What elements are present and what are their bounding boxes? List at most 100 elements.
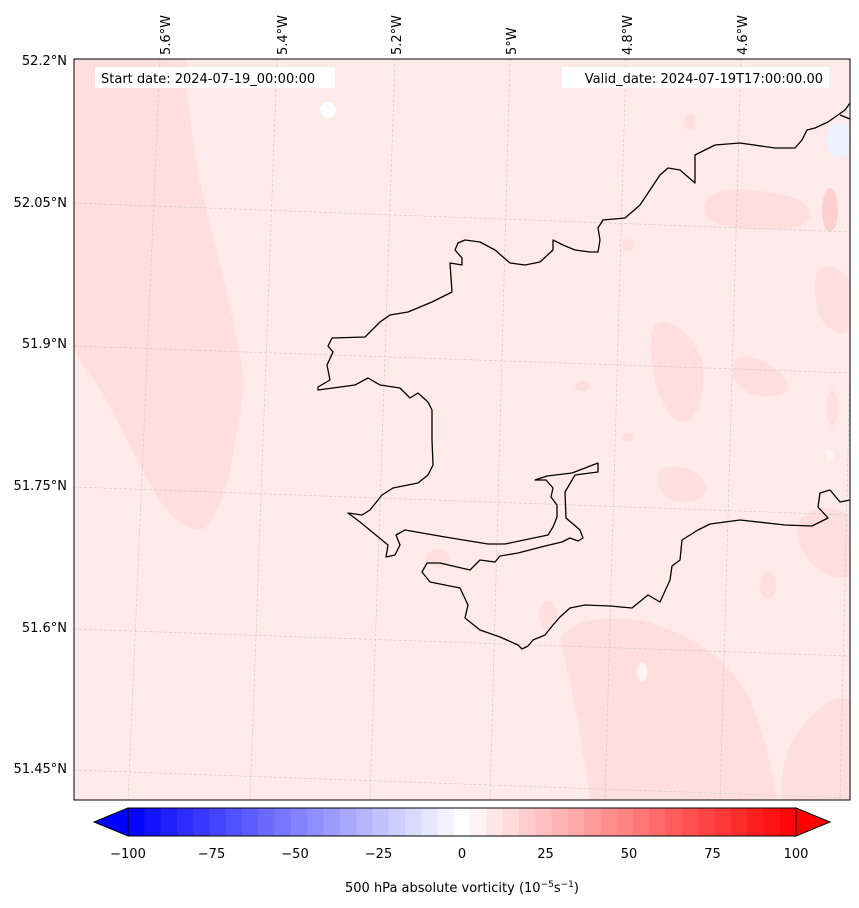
meridian-4.8w <box>604 59 627 800</box>
vorticity-patch-small-4 <box>622 239 634 251</box>
vorticity-patch-south-band <box>560 618 778 800</box>
colorbar-swatch <box>747 808 765 836</box>
valid-date-box <box>562 67 829 88</box>
vorticity-patch-east-3 <box>733 357 789 397</box>
vorticity-light-spot-1 <box>320 102 336 118</box>
meridian-4.4w <box>839 351 850 800</box>
colorbar: −100 −75 −50 −25 0 25 50 75 100 500 hPa … <box>92 807 832 896</box>
vorticity-patch-west-band <box>74 59 243 530</box>
colorbar-swatch <box>209 808 227 836</box>
colorbar-max-extend-arrow <box>795 807 832 837</box>
colorbar-tick-label: 0 <box>458 847 466 862</box>
start-date-text: Start date: 2024-07-19_00:00:00 <box>101 72 315 87</box>
vorticity-patch-small-9 <box>622 433 634 441</box>
lon-label-5.2w: 5.2°W <box>390 15 405 55</box>
meridian-5.4w <box>249 59 278 800</box>
coastline <box>317 102 850 650</box>
meridian-5w <box>489 59 511 800</box>
colorbar-swatch <box>763 808 781 836</box>
vorticity-patch-east-2 <box>650 321 704 422</box>
colorbar-swatch <box>160 808 178 836</box>
lat-label-51.6n: 51.6°N <box>22 621 67 636</box>
vorticity-patch-small-8 <box>826 390 838 426</box>
colorbar-tick-label: −50 <box>281 847 308 862</box>
colorbar-swatch <box>779 808 797 836</box>
vorticity-patch-small-3 <box>760 571 776 599</box>
colorbar-swatch <box>274 808 292 836</box>
colorbar-swatch <box>388 808 406 836</box>
colorbar-min-extend-arrow <box>92 807 129 837</box>
map-frame <box>73 58 851 801</box>
colorbar-swatch <box>144 808 162 836</box>
colorbar-swatch <box>649 808 667 836</box>
colorbar-tick-label: 50 <box>621 847 638 862</box>
longitude-labels: 5.6°W 5.4°W 5.2°W 5°W 4.8°W 4.6°W <box>159 15 751 55</box>
colorbar-swatch <box>730 808 748 836</box>
colorbar-swatch <box>404 808 422 836</box>
lat-label-51.45n: 51.45°N <box>14 762 67 777</box>
colorbar-swatch <box>307 808 325 836</box>
vorticity-patch-east-1 <box>704 189 810 230</box>
colorbar-swatch <box>519 808 536 836</box>
vorticity-patch-small-7 <box>822 188 838 232</box>
colorbar-swatch <box>470 808 488 836</box>
vorticity-patch-east-4 <box>814 266 850 334</box>
colorbar-swatch <box>535 808 553 836</box>
colorbar-tick-label: −100 <box>110 847 146 862</box>
colorbar-swatch <box>600 808 618 836</box>
vorticity-patch-small-5 <box>575 381 589 391</box>
colorbar-label-exp1: −5 <box>541 880 554 890</box>
colorbar-swatch <box>633 808 650 836</box>
valid-date-text: Valid_date: 2024-07-19T17:00:00.00 <box>585 72 823 87</box>
colorbar-tick-label: 75 <box>704 847 721 862</box>
meridian-4.6w <box>719 59 742 800</box>
colorbar-swatches <box>128 808 797 836</box>
vorticity-patch-south-east <box>781 698 850 800</box>
lat-label-52.2n: 52.2°N <box>22 54 67 69</box>
lat-label-51.9n: 51.9°N <box>22 337 67 352</box>
colorbar-swatch <box>502 808 520 836</box>
colorbar-swatch <box>437 808 455 836</box>
vorticity-patch-small-2 <box>539 601 557 629</box>
colorbar-swatch <box>665 808 683 836</box>
parallel-51.9n <box>74 345 850 374</box>
colorbar-swatch <box>128 808 145 836</box>
latitude-labels: 52.2°N 52.05°N 51.9°N 51.75°N 51.6°N 51.… <box>14 54 67 777</box>
parallel-51.75n <box>74 486 850 516</box>
colorbar-swatch <box>584 808 602 836</box>
colorbar-label-mid: s <box>554 881 561 896</box>
graticule-lines <box>74 59 850 800</box>
colorbar-swatch <box>551 808 569 836</box>
colorbar-frame <box>127 807 797 837</box>
coastline-northeast-fragment <box>839 114 850 120</box>
colorbar-label: 500 hPa absolute vorticity (10−5s−1) <box>345 880 579 896</box>
colorbar-swatch <box>242 808 259 836</box>
lon-label-5.4w: 5.4°W <box>276 15 291 55</box>
vorticity-light-spot-4 <box>826 449 834 461</box>
colorbar-swatch <box>486 808 504 836</box>
colorbar-swatch <box>258 808 276 836</box>
colorbar-swatch <box>225 808 243 836</box>
lon-label-4.6w: 4.6°W <box>736 15 751 55</box>
colorbar-label-end: ) <box>574 881 579 896</box>
colorbar-swatch <box>567 808 585 836</box>
colorbar-swatch <box>616 808 634 836</box>
colorbar-label-exp2: −1 <box>561 880 574 890</box>
vorticity-field-patches <box>74 59 850 800</box>
vorticity-light-spot-2 <box>826 122 850 158</box>
colorbar-swatch <box>193 808 211 836</box>
colorbar-swatch <box>698 808 716 836</box>
colorbar-ticks: −100 −75 −50 −25 0 25 50 75 100 <box>110 847 808 862</box>
coastline-main <box>317 102 850 650</box>
colorbar-swatch <box>176 808 194 836</box>
lat-label-52.05n: 52.05°N <box>14 196 67 211</box>
colorbar-swatch <box>323 808 341 836</box>
meridian-5.2w <box>369 59 396 800</box>
lat-label-51.75n: 51.75°N <box>14 479 67 494</box>
vorticity-light-spot-3 <box>637 663 647 681</box>
colorbar-swatch <box>339 808 357 836</box>
colorbar-swatch <box>356 808 373 836</box>
parallel-51.45n <box>74 769 850 799</box>
colorbar-swatch <box>290 808 308 836</box>
